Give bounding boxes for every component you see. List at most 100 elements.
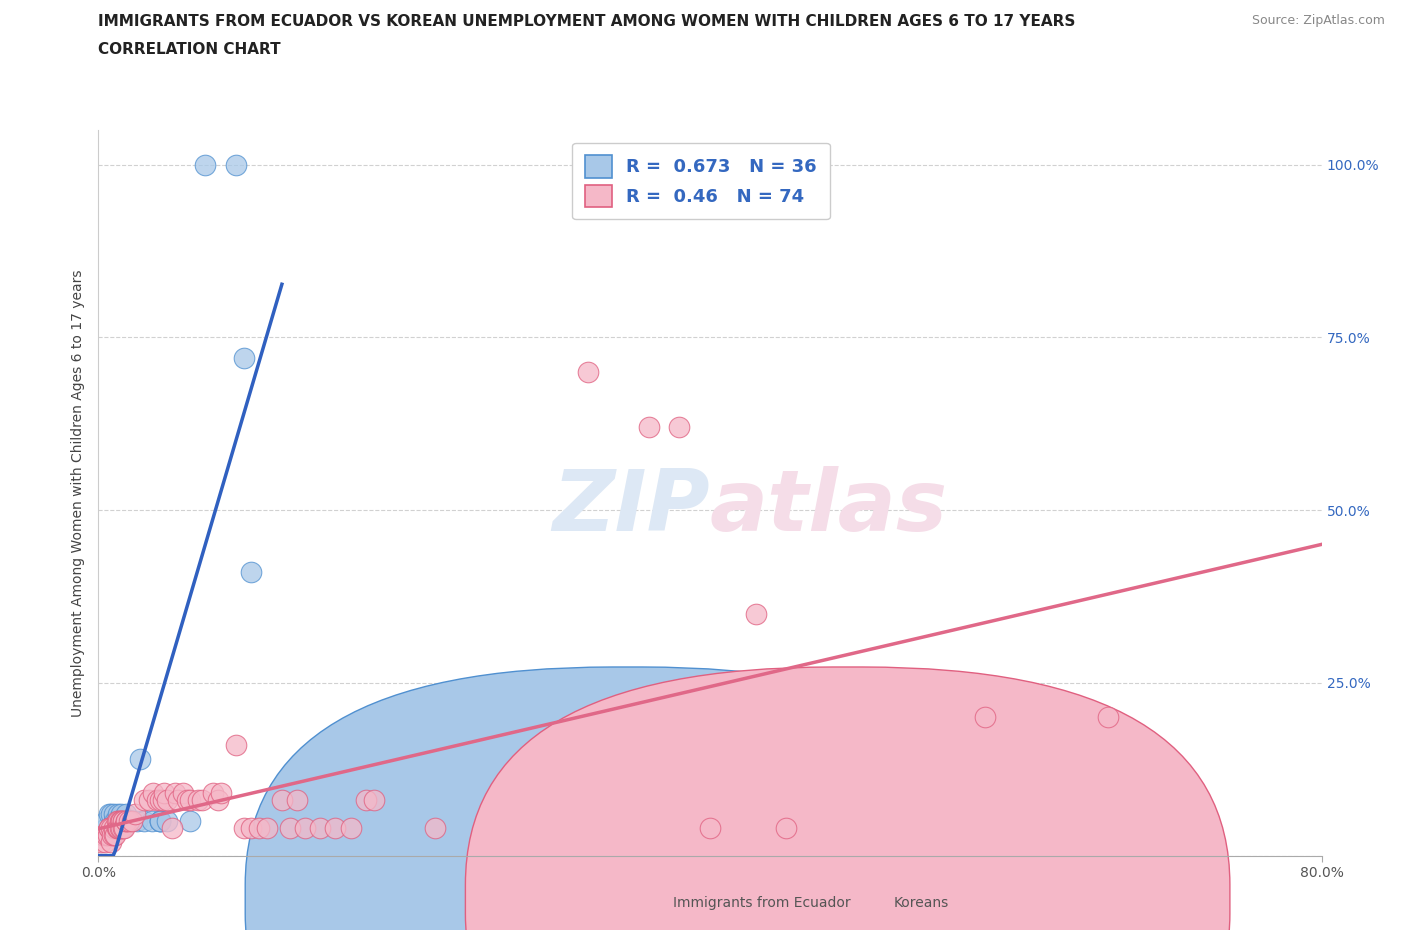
Point bbox=[105, 814, 128, 829]
Point bbox=[202, 786, 225, 801]
Point bbox=[111, 814, 134, 829]
Point bbox=[153, 786, 176, 801]
Point bbox=[93, 834, 115, 849]
Point bbox=[115, 806, 138, 821]
Point bbox=[120, 814, 142, 829]
Point bbox=[745, 606, 768, 621]
Point bbox=[100, 834, 122, 849]
Point bbox=[110, 806, 132, 821]
Point bbox=[121, 814, 143, 829]
Point bbox=[179, 793, 201, 808]
Point bbox=[160, 820, 183, 835]
Point bbox=[142, 786, 165, 801]
Point bbox=[101, 820, 124, 835]
Legend: R =  0.673   N = 36, R =  0.46   N = 74: R = 0.673 N = 36, R = 0.46 N = 74 bbox=[572, 143, 830, 219]
Point bbox=[240, 820, 263, 835]
Point bbox=[149, 814, 172, 829]
Point bbox=[156, 793, 179, 808]
Point bbox=[128, 751, 150, 766]
Point bbox=[111, 814, 134, 829]
Y-axis label: Unemployment Among Women with Children Ages 6 to 17 years: Unemployment Among Women with Children A… bbox=[70, 269, 84, 717]
Point bbox=[124, 806, 146, 821]
Point bbox=[98, 820, 121, 835]
Point bbox=[98, 806, 121, 821]
Point bbox=[247, 820, 270, 835]
Point bbox=[149, 793, 172, 808]
Point bbox=[104, 828, 127, 843]
Point bbox=[974, 710, 997, 724]
Point bbox=[107, 806, 129, 821]
Point bbox=[110, 820, 132, 835]
Point bbox=[141, 814, 163, 829]
Point bbox=[191, 793, 214, 808]
Point bbox=[187, 793, 209, 808]
Point bbox=[225, 737, 247, 752]
Point bbox=[1097, 710, 1119, 724]
Point bbox=[232, 351, 254, 365]
Point bbox=[103, 820, 125, 835]
Text: Source: ZipAtlas.com: Source: ZipAtlas.com bbox=[1251, 14, 1385, 27]
Point bbox=[339, 820, 361, 835]
Point bbox=[105, 820, 128, 835]
Point bbox=[149, 814, 172, 829]
Point bbox=[117, 814, 139, 829]
Point bbox=[294, 820, 316, 835]
Point bbox=[105, 814, 128, 829]
Point bbox=[110, 814, 132, 829]
Text: Koreans: Koreans bbox=[894, 896, 949, 910]
Point bbox=[107, 814, 129, 829]
Point bbox=[145, 793, 167, 808]
Point bbox=[100, 820, 122, 835]
Text: atlas: atlas bbox=[710, 466, 948, 549]
Point bbox=[108, 820, 131, 835]
Point bbox=[176, 793, 198, 808]
Point bbox=[115, 814, 138, 829]
Point bbox=[194, 157, 217, 172]
Point bbox=[94, 828, 117, 843]
Point bbox=[107, 820, 129, 835]
Point bbox=[363, 793, 385, 808]
Text: CORRELATION CHART: CORRELATION CHART bbox=[98, 42, 281, 57]
Point bbox=[232, 820, 254, 835]
FancyBboxPatch shape bbox=[465, 667, 1230, 930]
Point bbox=[118, 814, 141, 829]
Point bbox=[103, 806, 125, 821]
Point bbox=[256, 820, 278, 835]
Point bbox=[112, 820, 135, 835]
Point bbox=[134, 793, 156, 808]
Point bbox=[107, 814, 129, 829]
Point bbox=[121, 814, 143, 829]
Point bbox=[134, 814, 156, 829]
FancyBboxPatch shape bbox=[245, 667, 1010, 930]
Point bbox=[94, 814, 117, 829]
Point bbox=[668, 419, 690, 434]
Point bbox=[172, 786, 194, 801]
Point bbox=[97, 828, 120, 843]
Point bbox=[637, 419, 661, 434]
Point bbox=[110, 814, 132, 829]
Point bbox=[576, 365, 599, 379]
Point bbox=[278, 820, 301, 835]
Point bbox=[103, 828, 125, 843]
Point bbox=[225, 157, 247, 172]
Point bbox=[105, 814, 128, 829]
Text: Immigrants from Ecuador: Immigrants from Ecuador bbox=[673, 896, 851, 910]
Point bbox=[163, 786, 186, 801]
Point bbox=[125, 814, 148, 829]
Point bbox=[101, 828, 124, 843]
Point bbox=[240, 565, 263, 579]
Point bbox=[91, 828, 114, 843]
Point bbox=[104, 814, 127, 829]
Point bbox=[100, 806, 122, 821]
Point bbox=[118, 814, 141, 829]
Point bbox=[156, 814, 179, 829]
Point bbox=[90, 834, 112, 849]
Point bbox=[423, 820, 446, 835]
Point bbox=[111, 814, 134, 829]
Point bbox=[325, 820, 347, 835]
Point bbox=[354, 793, 377, 808]
Point bbox=[94, 820, 117, 835]
Point bbox=[152, 793, 174, 808]
Point bbox=[309, 820, 332, 835]
Point bbox=[699, 820, 721, 835]
